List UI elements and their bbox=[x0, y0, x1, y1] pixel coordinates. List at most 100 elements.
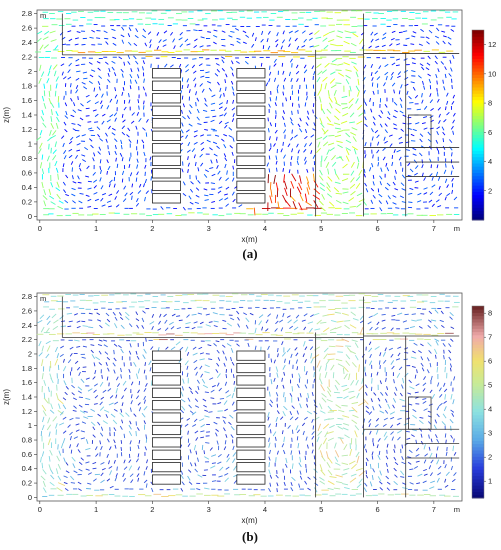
velocity-vector bbox=[130, 479, 134, 484]
velocity-vector bbox=[282, 110, 285, 114]
velocity-vector bbox=[235, 28, 240, 31]
velocity-vector bbox=[185, 134, 189, 139]
velocity-vector bbox=[414, 180, 419, 183]
velocity-vector bbox=[114, 316, 118, 321]
velocity-vector bbox=[304, 480, 308, 485]
velocity-vector bbox=[83, 410, 88, 413]
velocity-vector bbox=[217, 357, 221, 361]
velocity-vector bbox=[135, 318, 140, 322]
velocity-vector bbox=[290, 180, 295, 189]
velocity-vector bbox=[448, 73, 452, 77]
velocity-vector bbox=[199, 365, 203, 370]
velocity-vector bbox=[393, 149, 396, 153]
velocity-vector bbox=[186, 78, 190, 83]
velocity-vector bbox=[327, 480, 335, 485]
colorbar-segment bbox=[472, 45, 484, 50]
velocity-vector bbox=[131, 112, 135, 116]
rack-slot bbox=[236, 180, 266, 191]
velocity-vector bbox=[378, 404, 382, 409]
velocity-vector bbox=[52, 149, 57, 154]
velocity-vector bbox=[295, 71, 300, 75]
velocity-vector bbox=[399, 195, 404, 199]
velocity-vector bbox=[182, 206, 186, 211]
velocity-vector bbox=[50, 403, 54, 410]
velocity-vector bbox=[208, 358, 213, 360]
velocity-vector bbox=[448, 356, 452, 361]
velocity-vector bbox=[223, 400, 228, 406]
velocity-vector bbox=[265, 82, 269, 87]
velocity-vector bbox=[187, 397, 191, 402]
velocity-vector bbox=[97, 67, 101, 71]
velocity-vector bbox=[76, 149, 81, 152]
velocity-vector bbox=[423, 85, 426, 90]
velocity-vector bbox=[294, 37, 298, 42]
velocity-vector bbox=[417, 192, 422, 196]
velocity-vector bbox=[368, 411, 373, 415]
velocity-vector bbox=[277, 201, 280, 209]
velocity-vector bbox=[389, 411, 396, 415]
velocity-vector bbox=[344, 434, 350, 439]
velocity-vector bbox=[111, 60, 116, 64]
velocity-vector bbox=[210, 128, 216, 131]
velocity-vector bbox=[391, 436, 394, 441]
velocity-vector bbox=[143, 78, 145, 83]
velocity-vector bbox=[137, 444, 140, 450]
y-tick-label: 1.4 bbox=[22, 111, 32, 120]
velocity-vector bbox=[288, 169, 291, 174]
velocity-vector bbox=[389, 43, 393, 47]
velocity-vector bbox=[341, 454, 349, 457]
velocity-vector bbox=[210, 397, 215, 399]
velocity-vector bbox=[372, 181, 375, 186]
velocity-vector bbox=[335, 481, 343, 484]
velocity-vector bbox=[273, 77, 277, 82]
velocity-vector bbox=[434, 35, 440, 39]
velocity-vector bbox=[444, 366, 446, 373]
velocity-vector bbox=[312, 154, 316, 159]
velocity-vector bbox=[349, 395, 356, 400]
velocity-vector bbox=[383, 359, 387, 364]
velocity-vector bbox=[188, 123, 193, 127]
colorbar-segment bbox=[472, 344, 484, 349]
velocity-vector bbox=[210, 159, 213, 164]
velocity-vector bbox=[420, 356, 424, 361]
velocity-vector bbox=[106, 159, 109, 164]
velocity-vector bbox=[180, 487, 184, 492]
velocity-vector bbox=[369, 97, 371, 102]
velocity-vector bbox=[92, 426, 96, 431]
velocity-vector bbox=[204, 391, 209, 394]
velocity-vector bbox=[359, 315, 364, 320]
velocity-vector bbox=[411, 434, 415, 437]
colorbar-segment bbox=[472, 402, 484, 406]
velocity-vector bbox=[425, 36, 430, 39]
velocity-vector bbox=[294, 347, 298, 351]
velocity-vector bbox=[390, 431, 394, 435]
velocity-vector bbox=[76, 143, 81, 146]
velocity-vector bbox=[269, 97, 272, 102]
velocity-vector bbox=[181, 122, 184, 127]
velocity-vector bbox=[354, 425, 360, 431]
velocity-vector bbox=[363, 173, 366, 178]
velocity-vector bbox=[184, 38, 189, 43]
colorbar-segment bbox=[472, 466, 484, 470]
rack-slot bbox=[236, 400, 266, 411]
velocity-vector bbox=[55, 111, 59, 117]
velocity-vector bbox=[173, 45, 176, 50]
velocity-vector bbox=[355, 85, 360, 92]
velocity-vector bbox=[131, 183, 134, 188]
colorbar-segment bbox=[472, 144, 484, 148]
x-tick-label: 7 bbox=[432, 505, 436, 514]
velocity-vector bbox=[64, 102, 68, 107]
colorbar-segment bbox=[472, 147, 484, 151]
velocity-vector bbox=[398, 156, 402, 161]
colorbar-segment bbox=[472, 347, 484, 352]
velocity-vector bbox=[120, 348, 124, 354]
velocity-vector bbox=[224, 356, 228, 361]
velocity-vector bbox=[181, 168, 184, 173]
velocity-vector bbox=[120, 408, 123, 413]
velocity-vector bbox=[391, 161, 394, 167]
velocity-vector bbox=[209, 447, 213, 451]
velocity-vector bbox=[404, 351, 409, 354]
velocity-vector bbox=[196, 108, 200, 114]
rack-slot bbox=[151, 118, 181, 129]
velocity-vector bbox=[438, 192, 443, 197]
